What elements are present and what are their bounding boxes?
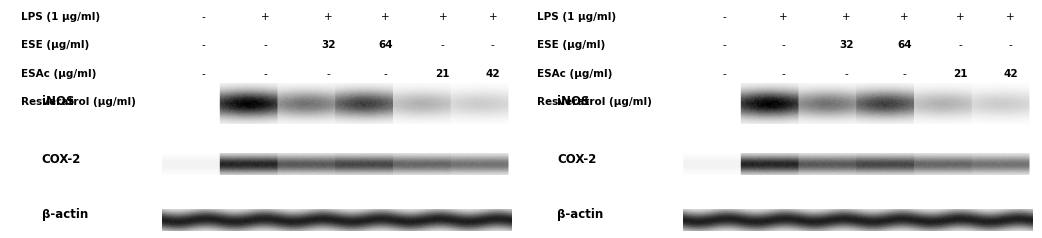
Text: Resveratrol (μg/ml): Resveratrol (μg/ml) bbox=[21, 97, 135, 107]
Text: 21: 21 bbox=[436, 69, 450, 79]
Text: -: - bbox=[722, 97, 726, 107]
Text: -: - bbox=[441, 40, 445, 50]
Text: β-actin: β-actin bbox=[42, 208, 88, 221]
Text: 57: 57 bbox=[436, 97, 450, 107]
Text: 42: 42 bbox=[486, 69, 500, 79]
Text: LPS (1 μg/ml): LPS (1 μg/ml) bbox=[21, 12, 100, 22]
Text: -: - bbox=[844, 69, 848, 79]
Text: β-actin: β-actin bbox=[557, 208, 603, 221]
Text: -: - bbox=[201, 12, 205, 22]
Text: 57: 57 bbox=[839, 97, 853, 107]
Text: -: - bbox=[264, 97, 268, 107]
Text: ESE (μg/ml): ESE (μg/ml) bbox=[537, 40, 604, 50]
Text: -: - bbox=[782, 97, 786, 107]
Text: COX-2: COX-2 bbox=[42, 153, 81, 166]
Text: 21: 21 bbox=[953, 69, 968, 79]
Text: -: - bbox=[491, 40, 495, 50]
Text: +: + bbox=[957, 12, 965, 22]
Text: +: + bbox=[779, 12, 788, 22]
Text: -: - bbox=[959, 40, 963, 50]
Text: 114: 114 bbox=[482, 97, 503, 107]
Text: +: + bbox=[489, 12, 497, 22]
Text: -: - bbox=[722, 40, 726, 50]
Text: 32: 32 bbox=[839, 40, 853, 50]
Text: -: - bbox=[264, 40, 268, 50]
Text: -: - bbox=[722, 12, 726, 22]
Text: 57: 57 bbox=[953, 97, 968, 107]
Text: ESE (μg/ml): ESE (μg/ml) bbox=[21, 40, 89, 50]
Text: 64: 64 bbox=[378, 40, 393, 50]
Text: +: + bbox=[324, 12, 332, 22]
Text: +: + bbox=[439, 12, 447, 22]
Text: +: + bbox=[262, 12, 270, 22]
Text: 114: 114 bbox=[375, 97, 396, 107]
Text: -: - bbox=[1009, 40, 1013, 50]
Text: -: - bbox=[201, 40, 205, 50]
Text: +: + bbox=[381, 12, 390, 22]
Text: ESAc (μg/ml): ESAc (μg/ml) bbox=[21, 69, 96, 79]
Text: Resveratrol (μg/ml): Resveratrol (μg/ml) bbox=[537, 97, 651, 107]
Text: 42: 42 bbox=[1003, 69, 1018, 79]
Text: -: - bbox=[201, 69, 205, 79]
Text: +: + bbox=[1007, 12, 1015, 22]
Text: -: - bbox=[383, 69, 388, 79]
Text: -: - bbox=[782, 69, 786, 79]
Text: iNOS: iNOS bbox=[42, 95, 74, 108]
Text: iNOS: iNOS bbox=[557, 95, 590, 108]
Text: ESAc (μg/ml): ESAc (μg/ml) bbox=[537, 69, 612, 79]
Text: -: - bbox=[782, 40, 786, 50]
Text: +: + bbox=[900, 12, 909, 22]
Text: -: - bbox=[902, 69, 907, 79]
Text: 114: 114 bbox=[1000, 97, 1021, 107]
Text: 57: 57 bbox=[321, 97, 336, 107]
Text: 114: 114 bbox=[894, 97, 915, 107]
Text: -: - bbox=[326, 69, 330, 79]
Text: 32: 32 bbox=[321, 40, 336, 50]
Text: -: - bbox=[264, 69, 268, 79]
Text: -: - bbox=[201, 97, 205, 107]
Text: LPS (1 μg/ml): LPS (1 μg/ml) bbox=[537, 12, 616, 22]
Text: COX-2: COX-2 bbox=[557, 153, 597, 166]
Text: 64: 64 bbox=[897, 40, 912, 50]
Text: -: - bbox=[722, 69, 726, 79]
Text: +: + bbox=[842, 12, 850, 22]
